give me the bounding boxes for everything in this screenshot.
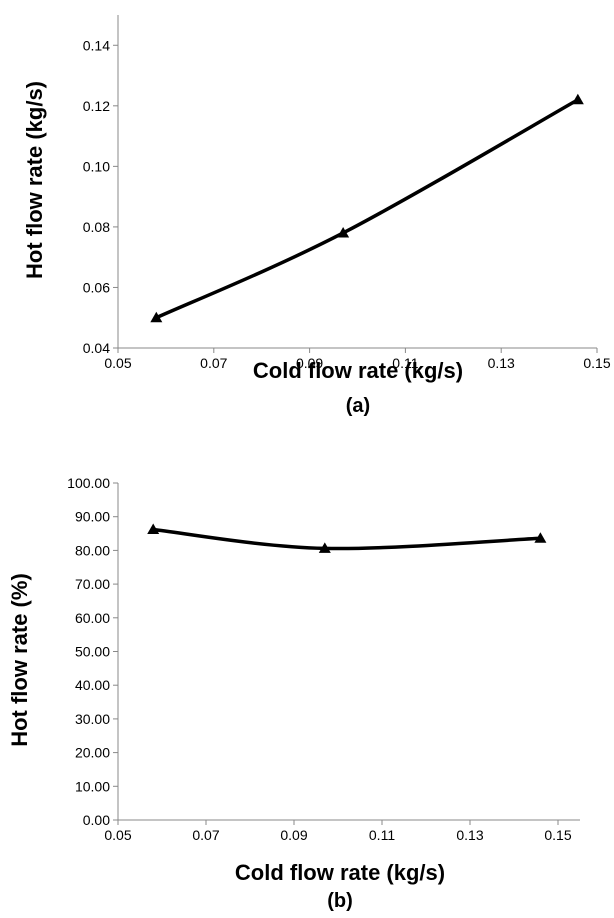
chart-panel-a: 0.04 0.06 0.08 0.10 0.12 0.14 0.05 0.07 0.09 0.1… xyxy=(22,15,611,417)
chart-b-data-point xyxy=(318,542,331,553)
chart-b-x-tick-label: 0.07 xyxy=(192,827,219,843)
chart-a-series-line xyxy=(154,98,580,320)
chart-b-data-point xyxy=(147,523,160,535)
chart-a-data-point xyxy=(337,226,350,238)
chart-b-y-axis-title: Hot flow rate (%) xyxy=(7,573,32,747)
chart-b-y-tick-label: 40.00 xyxy=(75,677,110,693)
chart-b-data-point xyxy=(534,532,547,543)
chart-b-x-tick-label: 0.15 xyxy=(544,827,571,843)
chart-b-series xyxy=(147,523,547,553)
chart-b-x-tick-label: 0.05 xyxy=(104,827,131,843)
chart-a-x-tick-label: 0.13 xyxy=(488,355,515,371)
chart-b-y-tick-label: 0.00 xyxy=(83,812,110,828)
chart-a-y-tick-label: 0.10 xyxy=(83,158,110,174)
chart-b-y-tick-label: 80.00 xyxy=(75,542,110,558)
chart-a-panel-label: (a) xyxy=(346,395,370,417)
chart-a-x-tick-label: 0.07 xyxy=(200,355,227,371)
chart-a-x-tick-label: 0.09 xyxy=(296,355,323,371)
chart-b-y-tick-label: 30.00 xyxy=(75,711,110,727)
chart-a-series xyxy=(150,93,584,323)
chart-a-y-tick-label: 0.06 xyxy=(83,279,110,295)
chart-panel-b: 0.00 10.00 20.00 30.00 40.00 50.00 60.00 70.00 8… xyxy=(7,475,580,912)
chart-a-y-tick-label: 0.08 xyxy=(83,219,110,235)
chart-b-y-tick-label: 70.00 xyxy=(75,576,110,592)
chart-b-y-tick-label: 50.00 xyxy=(75,644,110,660)
chart-b-series-line xyxy=(151,527,543,551)
chart-b-y-tick-label: 60.00 xyxy=(75,610,110,626)
chart-a-x-tick-label: 0.11 xyxy=(392,355,418,371)
chart-b-x-tick-label: 0.13 xyxy=(456,827,483,843)
chart-a-data-point xyxy=(150,311,163,323)
chart-b-y-tick-label: 90.00 xyxy=(75,509,110,525)
chart-a-y-axis-title: Hot flow rate (kg/s) xyxy=(22,81,47,279)
chart-a-y-ticks: 0.04 0.06 0.08 0.10 0.12 0.14 xyxy=(83,37,118,356)
chart-b-y-tick-label: 20.00 xyxy=(75,745,110,761)
chart-a-data-point xyxy=(571,93,584,105)
chart-b-panel-label: (b) xyxy=(327,890,353,912)
chart-b-y-ticks: 0.00 10.00 20.00 30.00 40.00 50.00 60.00 70.00 8… xyxy=(67,475,118,828)
chart-b-x-tick-label: 0.09 xyxy=(280,827,307,843)
chart-b-x-axis-title: Cold flow rate (kg/s) xyxy=(235,860,445,885)
chart-a-x-axis-title: Cold flow rate (kg/s) xyxy=(253,358,463,383)
chart-a-x-ticks: 0.05 0.07 0.09 0.11 0.13 0.15 xyxy=(104,348,611,371)
chart-b-x-ticks: 0.05 0.07 0.09 0.11 0.13 0.15 xyxy=(104,820,572,843)
chart-a-y-tick-label: 0.12 xyxy=(83,98,110,114)
chart-a-y-tick-label: 0.14 xyxy=(83,37,110,53)
chart-b-y-tick-label: 100.00 xyxy=(67,475,110,491)
chart-a-plot-area xyxy=(117,15,597,349)
chart-a-y-tick-label: 0.04 xyxy=(83,340,110,356)
chart-a-x-tick-label: 0.05 xyxy=(104,355,131,371)
chart-b-y-tick-label: 10.00 xyxy=(75,778,110,794)
chart-a-x-tick-label: 0.15 xyxy=(583,355,610,371)
chart-b-x-tick-label: 0.11 xyxy=(369,827,395,843)
